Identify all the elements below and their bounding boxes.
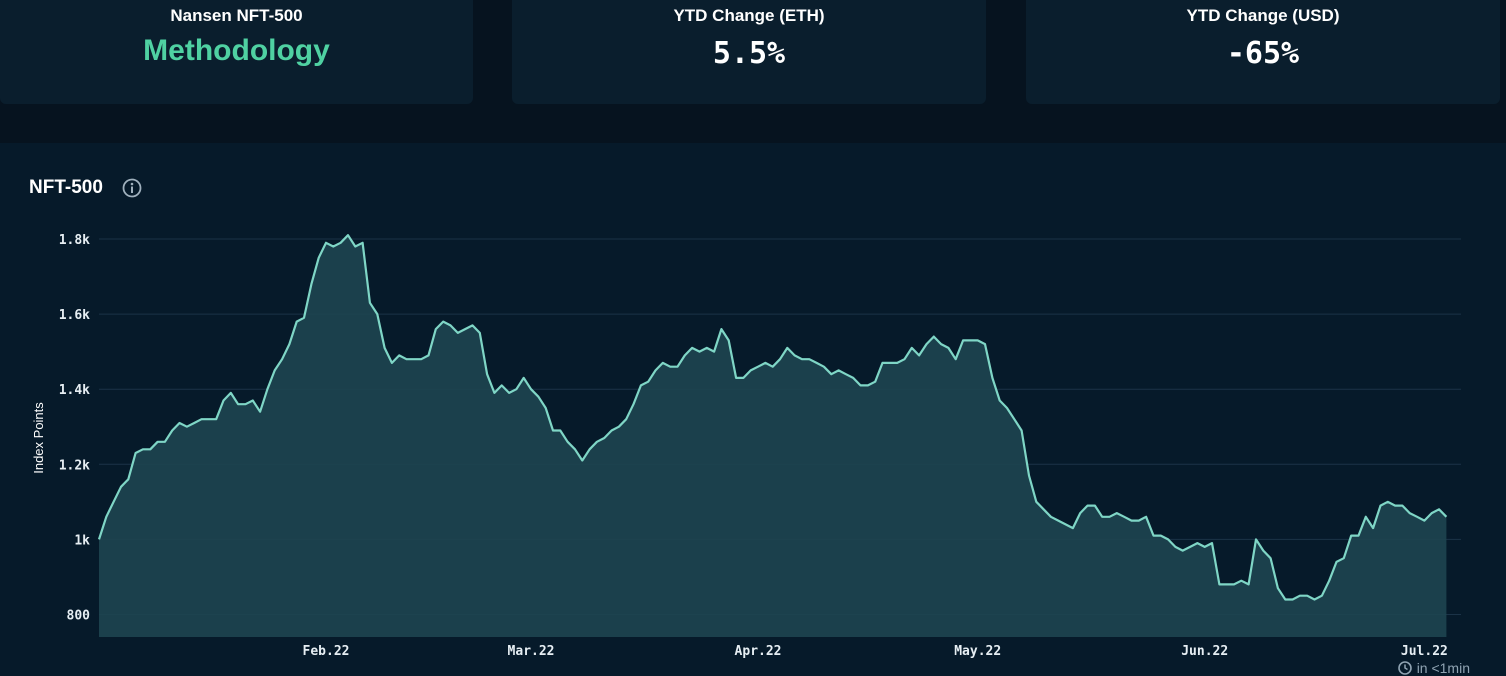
series-area: [97, 234, 1448, 637]
x-axis-ticks: Feb.22 Mar.22 Apr.22 May.22 Jun.22 Jul.22: [303, 644, 1448, 659]
nft500-chart: 800 1k 1.2k 1.4k 1.6k 1.8k Feb.22 Mar.22 Apr.22…: [31, 233, 1461, 659]
methodology-link[interactable]: Methodology: [143, 34, 330, 67]
y-tick-label: 1.6k: [59, 308, 90, 323]
x-tick-label: Jun.22: [1181, 644, 1228, 659]
ytd-eth-value: 5.5%: [712, 36, 786, 71]
y-tick-label: 1k: [74, 533, 90, 548]
series-area-fill: [99, 235, 1447, 637]
x-tick-label: Apr.22: [735, 644, 782, 659]
y-axis-label: Index Points: [31, 402, 46, 474]
x-tick-label: May.22: [954, 644, 1001, 659]
y-tick-label: 1.4k: [59, 383, 90, 398]
y-tick-label: 1.2k: [59, 458, 90, 473]
refresh-text: in <1min: [1416, 660, 1470, 676]
refresh-indicator: in <1min: [1397, 660, 1470, 676]
card-label-ytd-usd: YTD Change (USD): [1186, 6, 1340, 25]
card-nft500: Nansen NFT-500 Methodology: [0, 0, 473, 104]
card-ytd-eth: YTD Change (ETH) 5.5%: [512, 0, 986, 104]
y-tick-label: 1.8k: [59, 233, 90, 248]
refresh-clock-icon: [1397, 661, 1412, 675]
x-tick-label: Mar.22: [508, 644, 555, 659]
card-ytd-usd: YTD Change (USD) -65%: [1026, 0, 1500, 104]
x-tick-label: Feb.22: [303, 644, 350, 659]
chart-title: NFT-500: [29, 177, 103, 198]
y-axis-ticks: 800 1k 1.2k 1.4k 1.6k 1.8k: [59, 233, 90, 623]
series-line: [97, 234, 1448, 601]
x-tick-label: Jul.22: [1401, 644, 1448, 659]
ytd-usd-value: -65%: [1226, 36, 1300, 71]
card-label-ytd-eth: YTD Change (ETH): [673, 6, 825, 25]
y-tick-label: 800: [67, 608, 91, 623]
card-label-nft500: Nansen NFT-500: [170, 6, 303, 25]
info-icon[interactable]: [122, 178, 142, 198]
chart-panel: 800 1k 1.2k 1.4k 1.6k 1.8k Feb.22 Mar.22 Apr.22…: [0, 143, 1506, 676]
